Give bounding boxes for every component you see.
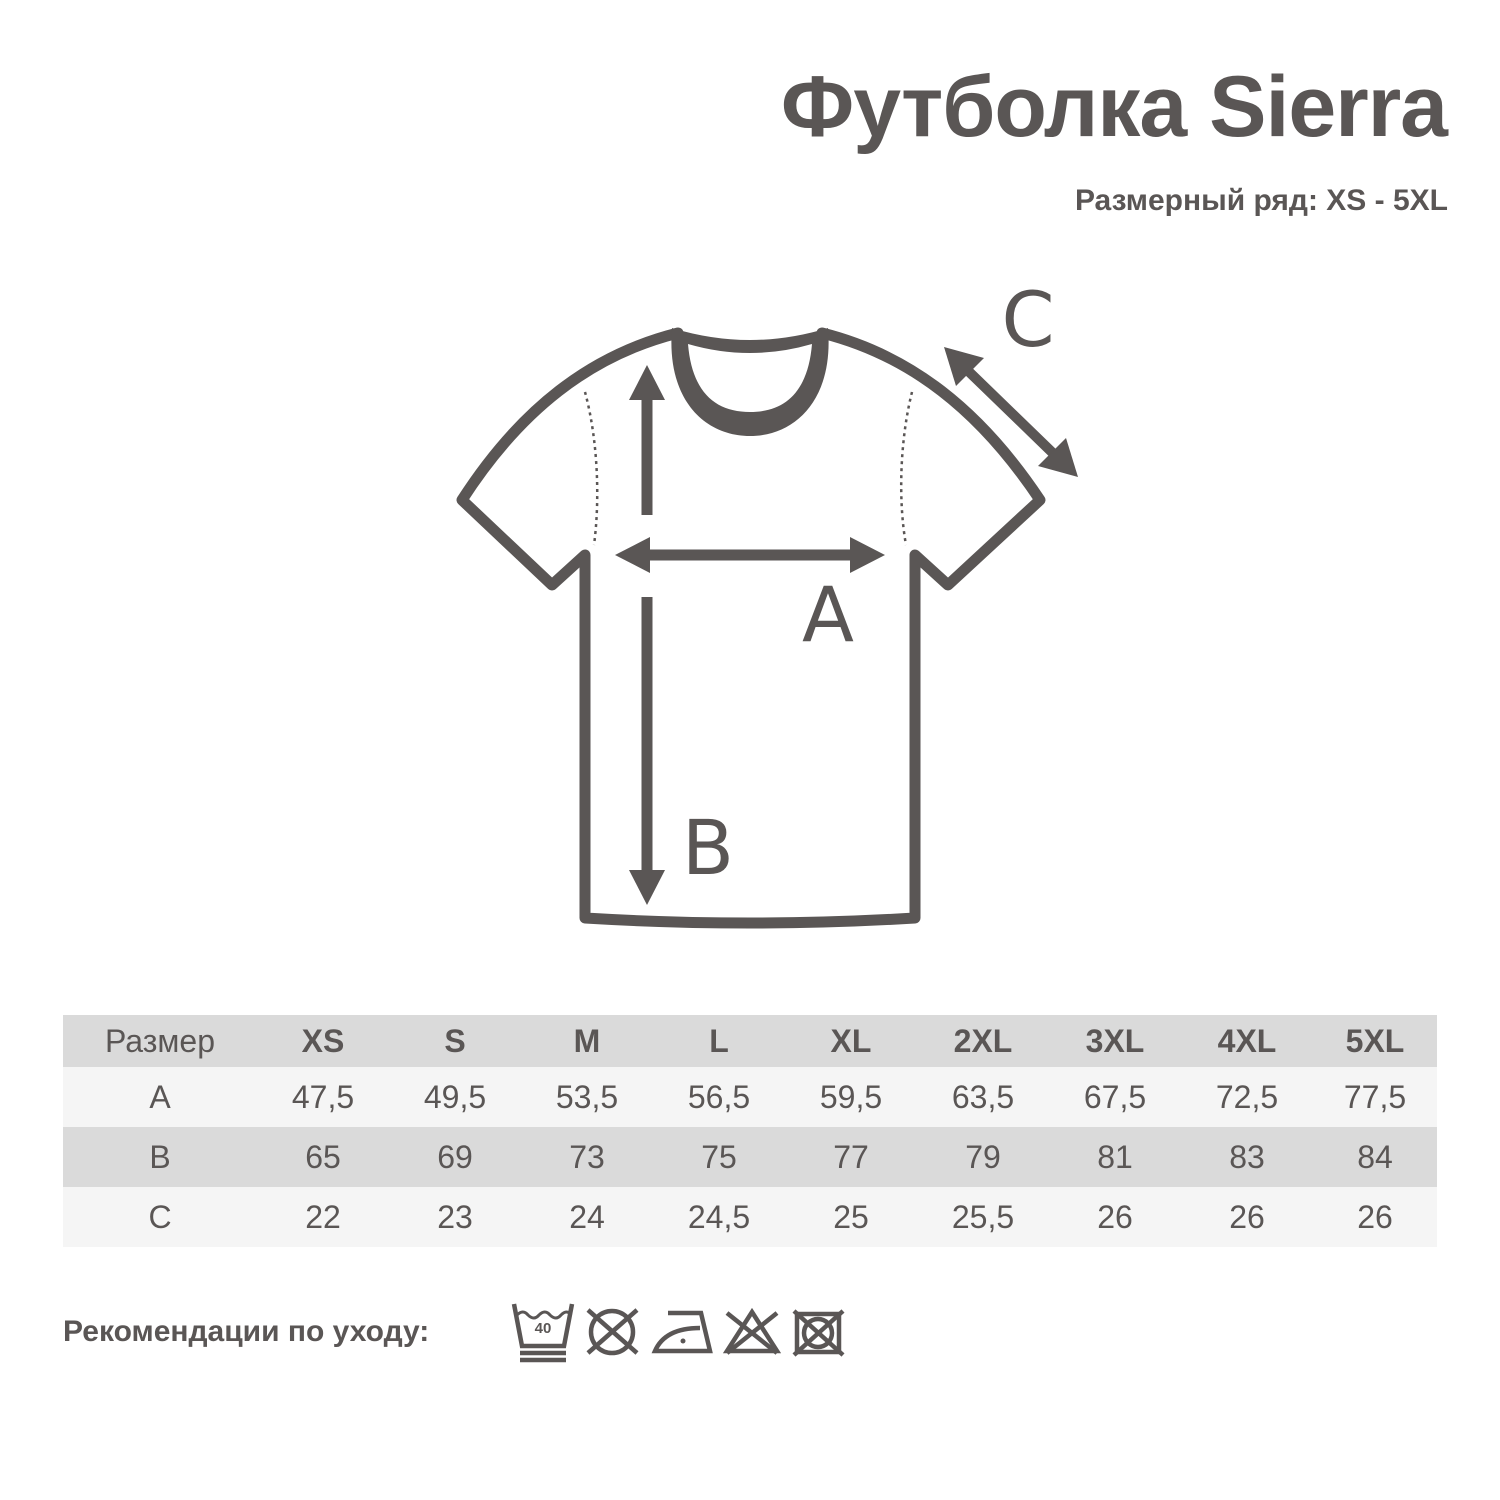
table-cell: 73 [569,1138,605,1175]
header-cell: M [573,1022,601,1059]
table-cell: 77 [833,1138,869,1175]
table-cell: 63,5 [951,1078,1015,1115]
header-cell: L [709,1022,729,1059]
table-cell: 26 [1097,1198,1133,1235]
table-row: A 47,5 49,5 53,5 56,5 59,5 63,5 67,5 72,… [63,1067,1437,1127]
label-a: A [802,570,854,659]
table-cell: 24 [569,1198,605,1235]
table-cell: 26 [1229,1198,1265,1235]
table-cell: 69 [437,1138,473,1175]
table-cell: 47,5 [291,1078,355,1115]
header-cell: XS [301,1022,345,1059]
no-bleach-icon [722,1307,782,1355]
table-cell: C [148,1198,172,1235]
header-cell: 5XL [1345,1022,1405,1059]
arrow-a [615,537,885,573]
header-cell: 3XL [1085,1022,1145,1059]
table-cell: 77,5 [1343,1078,1407,1115]
table-cell: 26 [1357,1198,1393,1235]
table-cell: 25 [833,1198,869,1235]
no-dry-icon [792,1309,845,1357]
table-cell: 83 [1229,1138,1265,1175]
table-cell: B [149,1138,171,1175]
table-cell: 49,5 [423,1078,487,1115]
table-cell: 56,5 [687,1078,751,1115]
care-label: Рекомендации по уходу: [63,1315,430,1348]
table-cell: 65 [305,1138,341,1175]
label-b: B [682,803,734,892]
tshirt-outline [456,327,1046,929]
table-cell: A [149,1078,171,1115]
size-table: Размер XS S M L XL 2XL 3XL 4XL 5XL A 47,… [63,1015,1437,1247]
no-tumble-dry-icon [586,1308,639,1356]
header-cell: XL [830,1022,872,1059]
right-seam [899,391,914,546]
table-cell: 23 [437,1198,473,1235]
arrow-b [629,365,665,905]
svg-text:40: 40 [535,1320,552,1337]
table-cell: 75 [701,1138,737,1175]
header-cell: S [444,1022,466,1059]
table-cell: 84 [1357,1138,1393,1175]
table-cell: 25,5 [951,1198,1015,1235]
header-cell: 2XL [953,1022,1013,1059]
table-header: Размер XS S M L XL 2XL 3XL 4XL 5XL [63,1015,1437,1067]
table-cell: 72,5 [1215,1078,1279,1115]
iron-low-icon [651,1310,713,1354]
size-range: Размерный ряд: XS - 5XL [1074,184,1448,217]
table-cell: 59,5 [819,1078,883,1115]
wash-40-icon: 40 [511,1303,575,1363]
arrow-c [944,347,1078,477]
table-cell: 53,5 [555,1078,619,1115]
table-cell: 22 [305,1198,341,1235]
header-cell: Размер [105,1022,215,1059]
table-cell: 24,5 [687,1198,751,1235]
table-cell: 67,5 [1083,1078,1147,1115]
table-row: C 22 23 24 24,5 25 25,5 26 26 26 [63,1187,1437,1247]
left-seam [583,391,599,546]
table-cell: 79 [965,1138,1001,1175]
table-row: B 65 69 73 75 77 79 81 83 84 [63,1127,1437,1187]
page-title: Футболка Sierra [780,59,1448,155]
header-cell: 4XL [1217,1022,1277,1059]
table-cell: 81 [1097,1138,1133,1175]
label-c: C [1001,275,1054,364]
